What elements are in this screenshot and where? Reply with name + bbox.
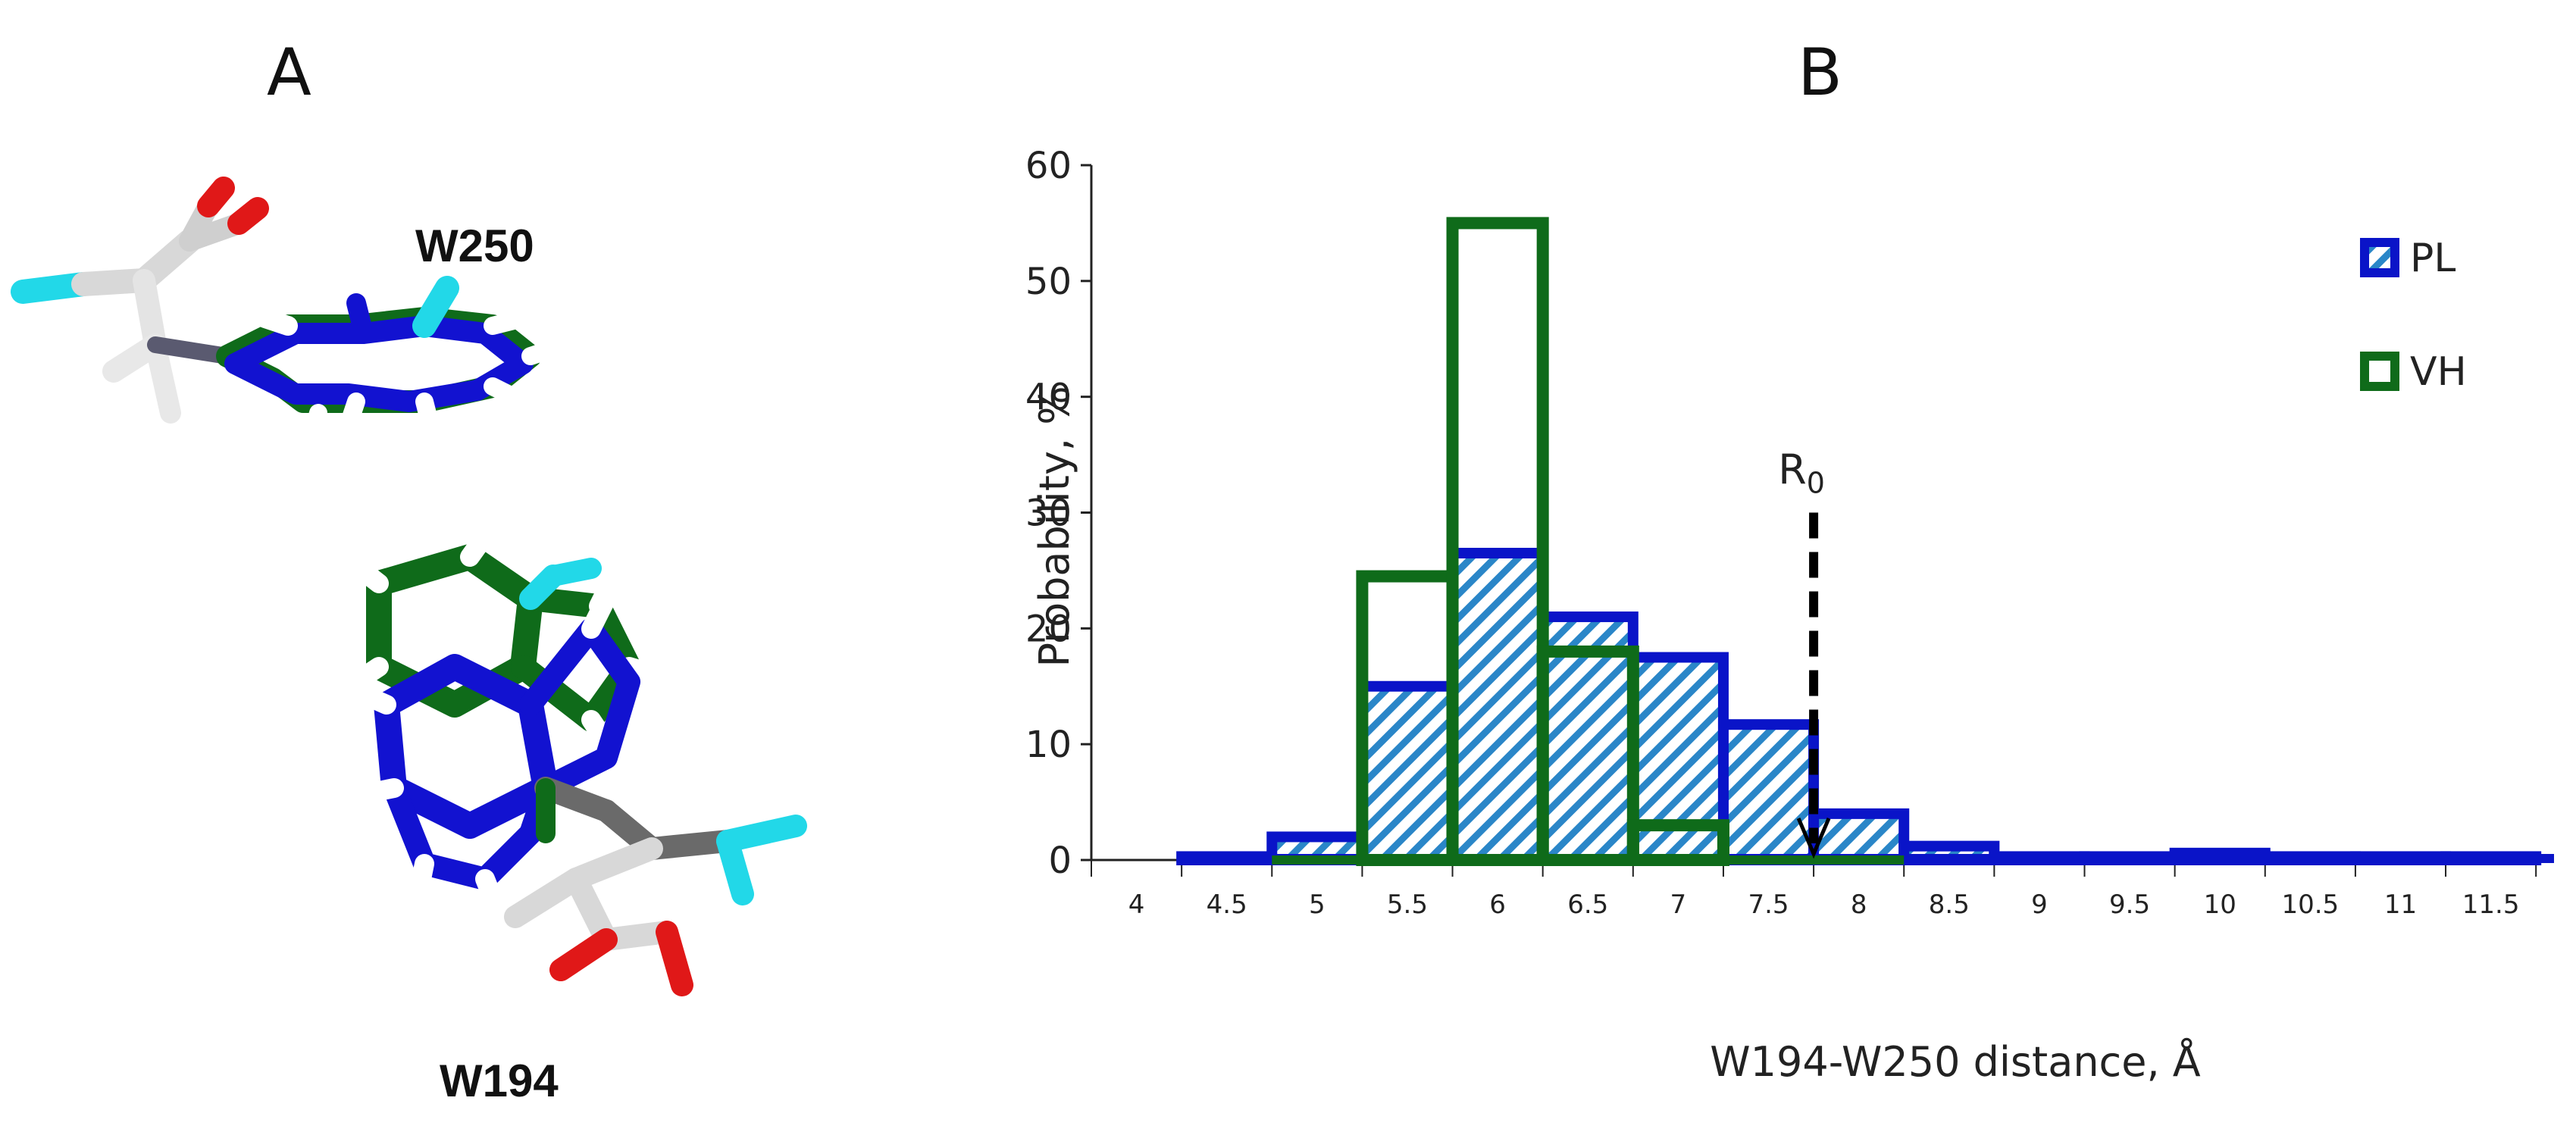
w250-backbone bbox=[11, 177, 269, 424]
r0-annotation: R0 bbox=[1778, 446, 1831, 859]
r0-arrowhead bbox=[1796, 818, 1831, 859]
x-tick-label: 8 bbox=[1851, 890, 1867, 920]
x-tick-label: 11 bbox=[2384, 890, 2417, 920]
x-axis-label: W194-W250 distance, Å bbox=[1710, 1037, 2201, 1086]
pl-bar bbox=[1717, 719, 1820, 865]
histogram-chart: 0 10 20 30 40 50 60 4 4.5 5 5.5 6 6.5 7 7.5 8 8.5 9 9.5 10 1… bbox=[1025, 145, 2554, 1086]
x-tick-label: 10 bbox=[2204, 890, 2236, 920]
y-tick-label: 10 bbox=[1025, 724, 1072, 766]
legend: PL VH bbox=[2360, 236, 2467, 395]
x-tick-label: 7 bbox=[1670, 890, 1687, 920]
x-tick-label: 5 bbox=[1309, 890, 1326, 920]
x-tick-label: 6.5 bbox=[1567, 890, 1608, 920]
x-tick-label: 9.5 bbox=[2109, 890, 2150, 920]
residue-label-w250: W250 bbox=[415, 220, 534, 271]
y-tick-label: 0 bbox=[1048, 840, 1072, 882]
w250-ring bbox=[216, 276, 562, 449]
legend-vh-swatch bbox=[2360, 352, 2399, 391]
vh-series bbox=[1272, 217, 1905, 867]
y-tick-label: 60 bbox=[1025, 145, 1072, 187]
r0-label: R0 bbox=[1778, 446, 1825, 500]
legend-vh-label: VH bbox=[2410, 349, 2467, 395]
pl-bar bbox=[1447, 547, 1548, 865]
pl-bar bbox=[1357, 680, 1458, 865]
x-tick-label: 9 bbox=[2031, 890, 2048, 920]
x-tick-label: 5.5 bbox=[1387, 890, 1428, 920]
x-tick-label: 8.5 bbox=[1929, 890, 1970, 920]
panel-b-label: B bbox=[1798, 35, 1842, 111]
w194-backbone bbox=[504, 777, 807, 996]
y-axis-label: Probability, % bbox=[1031, 386, 1078, 667]
x-tick-label: 4.5 bbox=[1207, 890, 1247, 920]
panel-a-label: A bbox=[267, 35, 311, 111]
pl-series bbox=[1176, 547, 2554, 866]
x-tick-label: 11.5 bbox=[2462, 890, 2520, 920]
y-tick-label: 50 bbox=[1025, 261, 1072, 303]
legend-pl-label: PL bbox=[2410, 236, 2455, 281]
x-tick-label: 4 bbox=[1128, 890, 1145, 920]
y-tick-label: 40 bbox=[1025, 377, 1072, 419]
residue-label-w194: W194 bbox=[440, 1056, 559, 1106]
legend-pl-swatch bbox=[2360, 238, 2399, 277]
axes: 0 10 20 30 40 50 60 4 4.5 5 5.5 6 6.5 7 7.5 8 8.5 9 9.5 10 1… bbox=[1025, 145, 2554, 920]
x-tick-label: 7.5 bbox=[1748, 890, 1789, 920]
y-tick-label: 30 bbox=[1025, 493, 1072, 535]
y-tick-label: 20 bbox=[1025, 608, 1072, 650]
x-tick-label: 6 bbox=[1489, 890, 1506, 920]
molecular-structure bbox=[11, 177, 807, 996]
x-tick-label: 10.5 bbox=[2281, 890, 2339, 920]
